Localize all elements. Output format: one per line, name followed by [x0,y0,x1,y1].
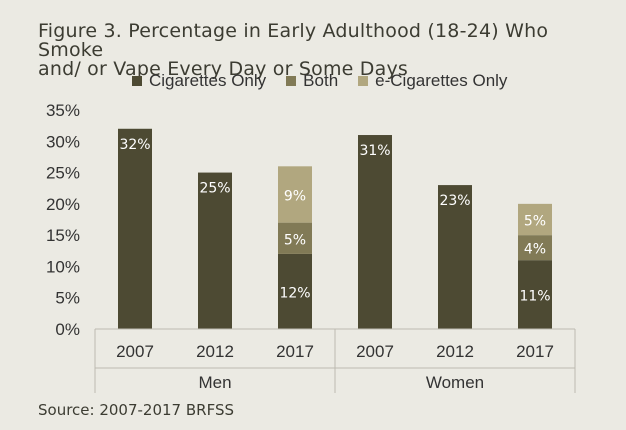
bar-segment [278,253,312,329]
y-tick-label: 15% [46,226,80,245]
bar-segment [118,128,152,329]
chart-legend: Cigarettes Only Both e-Cigarettes Only [132,71,527,91]
y-tick-label: 10% [46,257,80,276]
data-label: 12% [279,285,310,301]
bar-segment [198,172,232,329]
legend-item-e-cigarettes-only: e-Cigarettes Only [358,71,507,91]
group-label: Men [198,373,231,392]
x-tick-label: 2007 [356,342,394,361]
y-tick-label: 35% [46,101,80,120]
data-label: 31% [359,143,390,159]
bar-segment [438,185,472,329]
y-tick-label: 5% [55,289,80,308]
x-tick-label: 2017 [516,342,554,361]
data-label: 23% [439,193,470,209]
y-tick-label: 30% [46,132,80,151]
legend-label-both: Both [303,71,339,90]
legend-label-e-cigarettes-only: e-Cigarettes Only [375,71,508,90]
bar-segment [278,166,312,223]
x-tick-label: 2012 [436,342,474,361]
legend-label-cigarettes-only: Cigarettes Only [149,71,267,90]
bar-segment [518,203,552,236]
x-tick-label: 2007 [116,342,154,361]
data-label: 5% [524,214,546,230]
source-note: Source: 2007-2017 BRFSS [38,401,234,419]
data-label: 9% [284,188,306,204]
data-label: 5% [284,232,306,248]
x-tick-label: 2017 [276,342,314,361]
chart-title-line-2: and/ or Vape Every Day or Some Days [38,58,409,80]
bar-segment [518,260,552,329]
chart-title: Figure 3. Percentage in Early Adulthood … [38,22,618,79]
bar-segment [358,135,392,329]
y-tick-label: 25% [46,164,80,183]
bar-segment [518,235,552,261]
data-label: 4% [524,242,546,258]
chart-title-line-1: Figure 3. Percentage in Early Adulthood … [38,20,549,61]
group-label: Women [426,373,484,392]
y-tick-label: 20% [46,195,80,214]
legend-item-both: Both [286,71,338,91]
bar-segment [278,222,312,254]
legend-item-cigarettes-only: Cigarettes Only [132,71,266,91]
data-label: 32% [119,137,150,153]
data-label: 11% [519,289,550,305]
x-tick-label: 2012 [196,342,234,361]
legend-swatch-cigarettes-only [132,76,142,86]
legend-swatch-both [286,76,297,86]
legend-swatch-e-cigarettes-only [358,76,369,86]
y-tick-label: 0% [55,320,80,339]
data-label: 25% [199,181,230,197]
